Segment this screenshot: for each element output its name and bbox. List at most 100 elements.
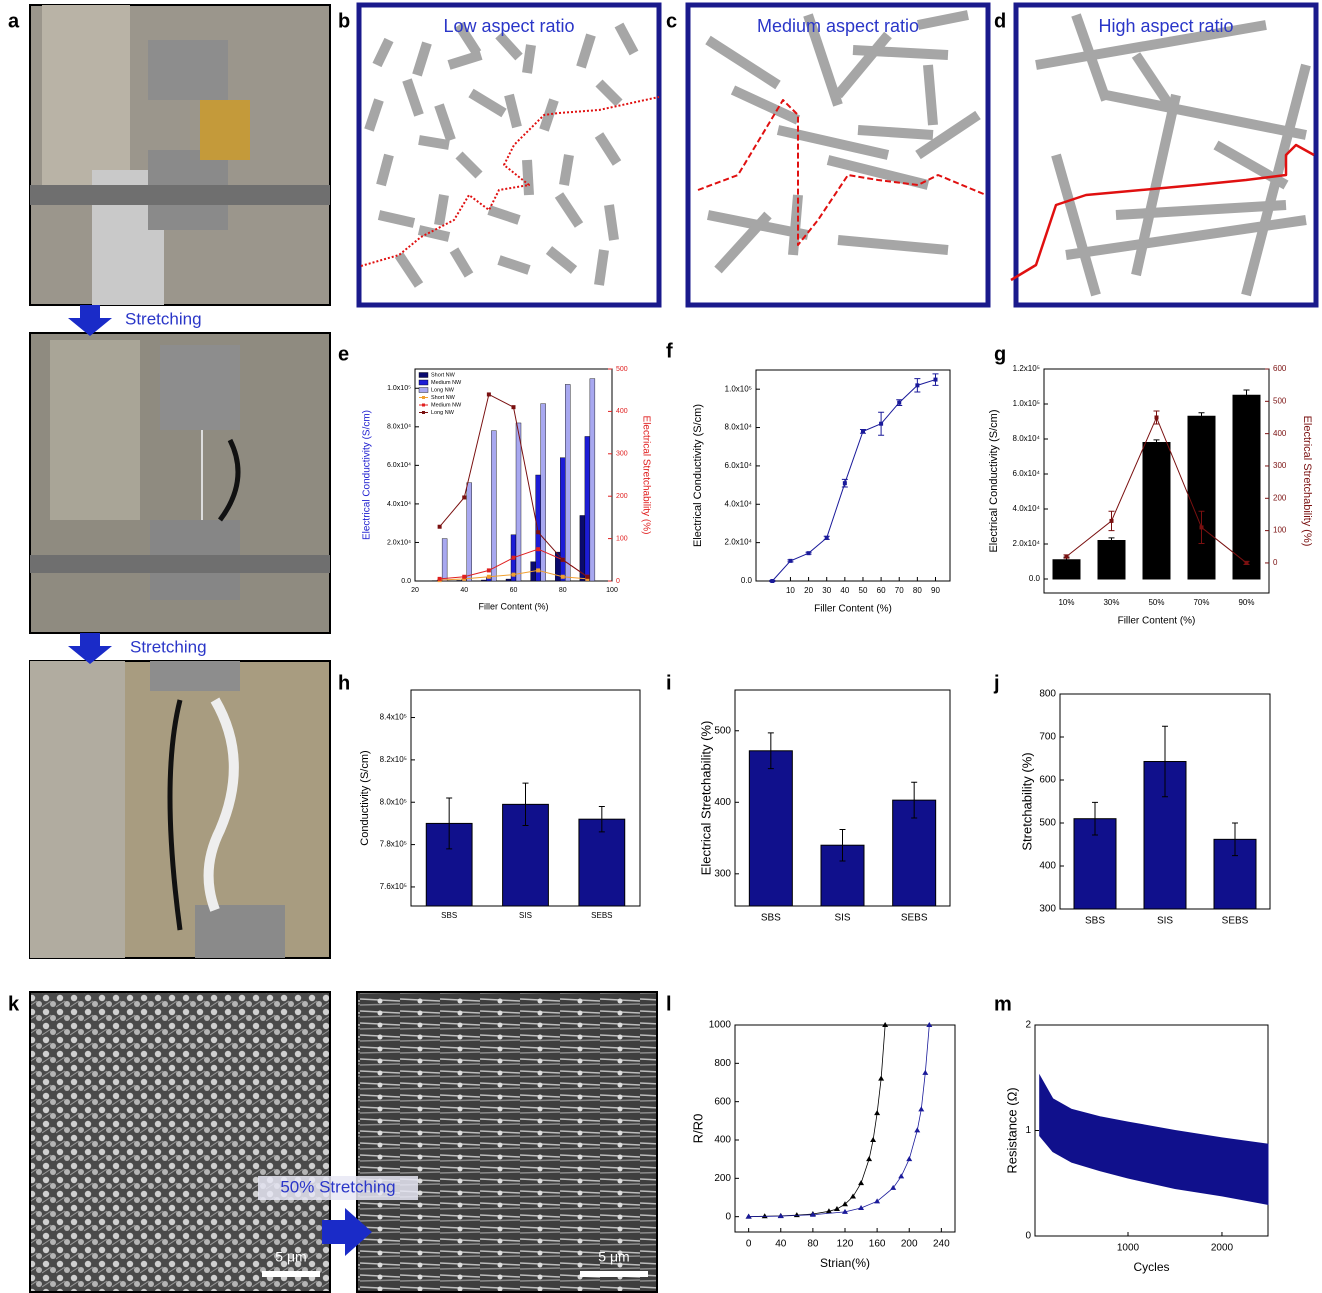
- y-tick-label: 0.0: [1029, 574, 1041, 583]
- bar: [579, 515, 586, 582]
- nanowire: [418, 135, 450, 150]
- y-tick-label: 1.0x10⁵: [725, 384, 752, 393]
- y-tick-label: 0.0: [401, 578, 411, 585]
- panel-label: c: [666, 10, 677, 32]
- y-tick-label: 600: [1039, 775, 1056, 786]
- panel-label: d: [994, 10, 1006, 32]
- nanowire: [857, 125, 934, 140]
- y-tick-label: 0: [725, 1211, 731, 1222]
- x-tick-label: 20: [411, 587, 419, 594]
- x-tick-label: 40: [840, 586, 849, 595]
- marker: [878, 1075, 885, 1081]
- scale-bar: [580, 1271, 648, 1277]
- marker: [536, 568, 541, 573]
- error-bar: [911, 781, 918, 819]
- bar: [491, 430, 497, 582]
- y2-tick-label: 600: [1273, 364, 1287, 373]
- conduction-path: [697, 99, 987, 246]
- x-axis-title: Filler Content (%): [1118, 616, 1196, 627]
- marker: [858, 1205, 865, 1211]
- arrow: [68, 633, 112, 664]
- marker: [1244, 560, 1249, 565]
- y-tick-label: 8.0x10⁴: [387, 424, 411, 431]
- nanowire: [595, 79, 623, 107]
- marker: [536, 547, 541, 552]
- nanowire: [730, 85, 801, 125]
- x-tick-label: 30%: [1103, 598, 1119, 607]
- bar: [535, 474, 541, 582]
- x-tick-label: 120: [837, 1239, 854, 1250]
- x-tick-label: SBS: [441, 911, 457, 920]
- y-tick-label: 2.0x10⁴: [1013, 539, 1041, 548]
- panel-label: j: [993, 672, 1000, 694]
- y-tick-label: 7.8x10⁵: [380, 840, 407, 849]
- bar: [505, 578, 512, 582]
- y-tick-label: 2: [1025, 1020, 1031, 1031]
- x-tick-label: 100: [606, 587, 618, 594]
- legend-label: Short NW: [431, 395, 456, 401]
- error-bar: [1198, 412, 1205, 421]
- y2-tick-label: 100: [1273, 526, 1287, 535]
- y2-tick-label: 200: [1273, 493, 1287, 502]
- bar: [578, 818, 626, 907]
- nanowire: [372, 37, 394, 68]
- marker: [560, 574, 565, 579]
- marker: [842, 1201, 848, 1207]
- nanowire: [776, 125, 890, 160]
- arrow: [68, 305, 112, 336]
- y2-tick-label: 0: [1273, 558, 1278, 567]
- error-bar: [522, 782, 529, 827]
- y-tick-label: 0.0: [741, 576, 753, 585]
- marker: [842, 481, 847, 486]
- y-axis-title: Electrical Conductivity (S/cm): [988, 409, 1000, 552]
- marker: [850, 1193, 857, 1199]
- nanowire: [576, 33, 596, 69]
- nanowire: [1065, 215, 1307, 260]
- y-tick-label: 800: [1039, 689, 1056, 700]
- x-axis-title: Filler Content (%): [478, 601, 548, 611]
- x-tick-label: 90%: [1238, 598, 1254, 607]
- legend-swatch: [418, 372, 429, 378]
- arrow-label: Stretching: [125, 309, 202, 328]
- x-tick-label: 80: [559, 587, 567, 594]
- bar: [466, 482, 472, 582]
- x-tick-label: 2000: [1211, 1243, 1234, 1254]
- y2-tick-label: 400: [616, 408, 628, 415]
- y-tick-label: 400: [1039, 861, 1056, 872]
- x-tick-label: 60: [877, 586, 886, 595]
- y-tick-label: 1: [1025, 1125, 1031, 1136]
- nanowire: [377, 210, 416, 228]
- marker: [585, 574, 590, 579]
- x-tick-label: 0: [746, 1239, 752, 1250]
- marker: [761, 1213, 768, 1219]
- x-axis-title: Strian(%): [820, 1256, 870, 1270]
- bar: [565, 384, 571, 582]
- y-tick-label: 2.0x10⁴: [725, 538, 753, 547]
- x-axis-title: Cycles: [1133, 1260, 1169, 1274]
- legend-label: Long NW: [431, 387, 455, 393]
- x-tick-label: 80: [913, 586, 922, 595]
- y-axis-title: Conductivity (S/cm): [359, 750, 371, 845]
- nanowire: [559, 154, 574, 186]
- x-tick-label: 40: [460, 587, 468, 594]
- x-tick-label: 50%: [1148, 598, 1164, 607]
- legend-swatch: [422, 411, 425, 414]
- error-bar: [598, 805, 605, 833]
- y-tick-label: 1.0x10⁵: [387, 385, 411, 392]
- y-tick-label: 200: [714, 1173, 731, 1184]
- y-tick-label: 400: [714, 1135, 731, 1146]
- marker: [879, 421, 884, 426]
- series-line: [748, 1024, 886, 1218]
- arrow-label: Stretching: [130, 637, 207, 656]
- nanowire: [495, 31, 523, 61]
- nanowire: [522, 44, 536, 74]
- scale-label: 5 μm: [598, 1249, 629, 1265]
- panel-label: e: [338, 343, 349, 365]
- y-axis-title: Electrical Conductivity (S/cm): [362, 410, 373, 540]
- y-tick-label: 1.2x10⁵: [1013, 364, 1040, 373]
- photo-bottom: [29, 660, 331, 959]
- arrow-label-box: [258, 1176, 418, 1200]
- nanowire: [917, 10, 969, 30]
- x-tick-label: 70%: [1193, 598, 1209, 607]
- x-tick-label: 240: [933, 1239, 950, 1250]
